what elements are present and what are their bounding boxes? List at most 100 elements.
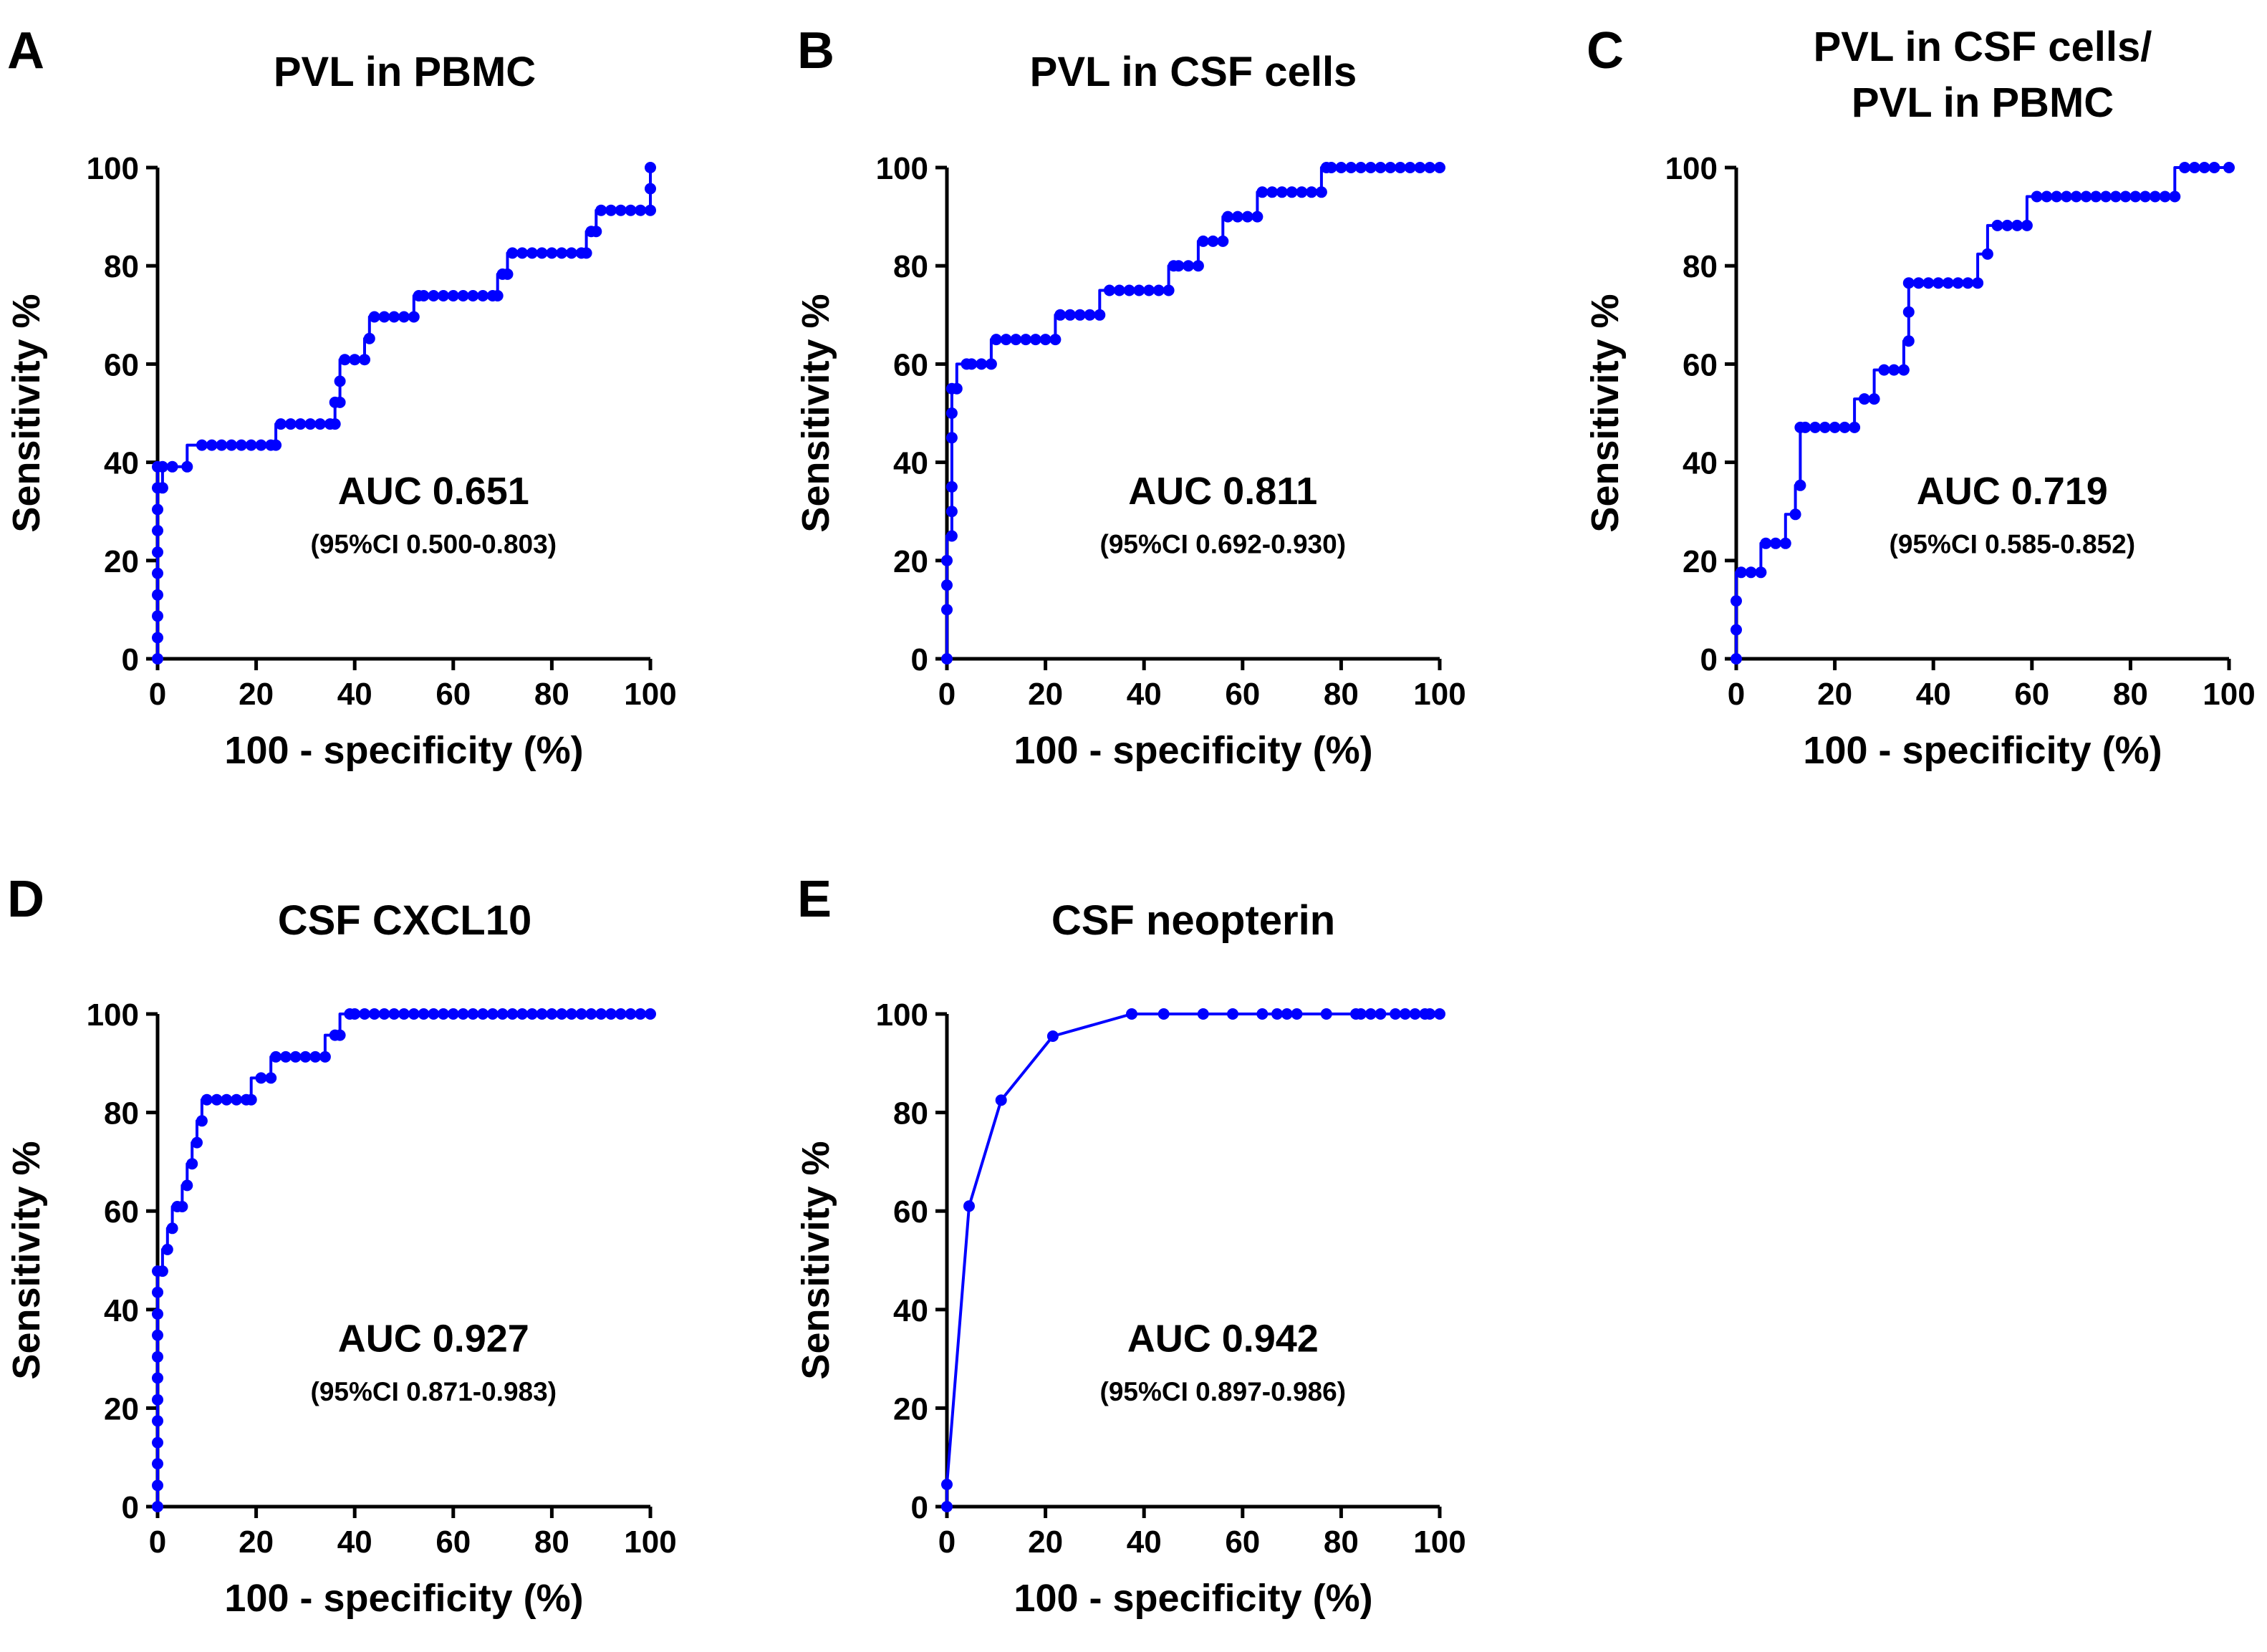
data-point <box>1868 393 1880 405</box>
data-point <box>255 1072 267 1084</box>
data-point <box>1839 421 1851 433</box>
data-point <box>516 247 529 259</box>
data-point <box>309 1050 322 1063</box>
x-axis-label: 100 - specificity (%) <box>1014 729 1372 772</box>
data-point <box>1064 309 1076 321</box>
y-tick-label: 100 <box>1665 151 1718 186</box>
data-point <box>491 290 504 301</box>
data-point <box>990 334 1002 346</box>
data-point <box>526 247 538 259</box>
data-point <box>388 1008 400 1020</box>
data-point <box>1375 1008 1387 1020</box>
x-tick-label: 40 <box>1127 677 1162 712</box>
y-tick-label: 0 <box>122 1490 139 1525</box>
data-point <box>995 1094 1007 1106</box>
data-point <box>1020 334 1032 346</box>
x-tick-label: 60 <box>1225 1525 1260 1560</box>
x-tick-label: 100 <box>624 677 676 712</box>
data-point <box>605 1008 617 1020</box>
data-point <box>428 290 440 301</box>
data-point <box>245 439 257 451</box>
data-point <box>1902 277 1915 289</box>
data-point <box>615 1008 627 1020</box>
data-point <box>645 204 656 216</box>
data-point <box>1829 421 1841 433</box>
data-point <box>1390 1008 1402 1020</box>
y-tick-label: 60 <box>893 347 928 382</box>
x-tick-label: 40 <box>1127 1525 1162 1560</box>
data-point <box>605 204 617 216</box>
data-point <box>625 204 637 216</box>
y-tick-label: 100 <box>87 998 139 1033</box>
y-tick-label: 80 <box>1683 249 1718 284</box>
data-point <box>334 1029 346 1041</box>
data-point <box>1375 162 1387 173</box>
data-point <box>156 482 168 494</box>
data-point <box>216 439 228 451</box>
data-point <box>1897 364 1910 376</box>
data-point <box>378 1008 390 1020</box>
y-tick-label: 100 <box>87 151 139 186</box>
x-tick-label: 80 <box>1324 1525 1359 1560</box>
data-point <box>595 204 607 216</box>
data-point <box>152 1479 163 1492</box>
data-point <box>941 653 953 665</box>
data-point <box>1335 162 1347 173</box>
data-point <box>2129 190 2142 203</box>
y-tick-label: 20 <box>1683 544 1718 579</box>
x-tick-label: 60 <box>1225 677 1260 712</box>
data-point <box>945 407 958 419</box>
data-point <box>2188 162 2200 173</box>
x-tick-label: 20 <box>1028 1525 1063 1560</box>
data-point <box>1731 624 1742 636</box>
data-point <box>1902 335 1915 347</box>
data-point <box>1745 566 1757 579</box>
data-point <box>985 358 997 370</box>
x-tick-label: 40 <box>1916 677 1951 712</box>
data-point <box>501 268 514 280</box>
data-point <box>152 1308 163 1320</box>
data-point <box>2198 162 2210 173</box>
chart-panel-a: A PVL in PBMC 0 20 40 60 80 100 0 20 40 60 80 100 100 … <box>5 22 677 772</box>
x-tick-label: 80 <box>534 1525 569 1560</box>
data-point <box>438 1008 449 1020</box>
data-point <box>580 247 592 259</box>
data-point <box>152 1351 163 1363</box>
data-point <box>595 1008 607 1020</box>
data-point <box>1320 1008 1332 1020</box>
ci-label: (95%CI 0.871-0.983) <box>311 1377 557 1406</box>
data-point <box>1133 284 1145 296</box>
data-point <box>1251 211 1264 223</box>
data-point <box>645 1008 656 1020</box>
data-point <box>1054 309 1067 321</box>
data-point <box>1325 162 1337 173</box>
x-tick-label: 40 <box>337 1525 372 1560</box>
y-tick-label: 0 <box>1700 642 1718 677</box>
x-tick-label: 100 <box>624 1525 676 1560</box>
data-point <box>279 1050 292 1063</box>
data-point <box>945 432 958 444</box>
data-point <box>1183 260 1195 272</box>
data-point <box>625 1008 637 1020</box>
data-point <box>457 290 469 301</box>
data-point <box>152 1329 163 1341</box>
y-tick-label: 20 <box>893 1391 928 1426</box>
data-point <box>2109 190 2122 203</box>
data-point <box>1271 1008 1283 1020</box>
data-point <box>546 1008 558 1020</box>
data-point <box>201 1093 213 1106</box>
data-point <box>2169 190 2181 203</box>
data-point <box>221 1093 233 1106</box>
y-tick-label: 100 <box>876 151 928 186</box>
data-point <box>447 1008 459 1020</box>
chart-title: CSF CXCL10 <box>278 897 532 944</box>
data-point <box>359 354 370 366</box>
data-point <box>211 1093 223 1106</box>
data-point <box>976 358 988 370</box>
data-point <box>1404 162 1416 173</box>
x-tick-label: 100 <box>1413 677 1465 712</box>
data-point <box>1933 277 1945 289</box>
y-tick-label: 20 <box>104 544 139 579</box>
data-point <box>349 354 361 366</box>
data-point <box>1755 566 1767 579</box>
